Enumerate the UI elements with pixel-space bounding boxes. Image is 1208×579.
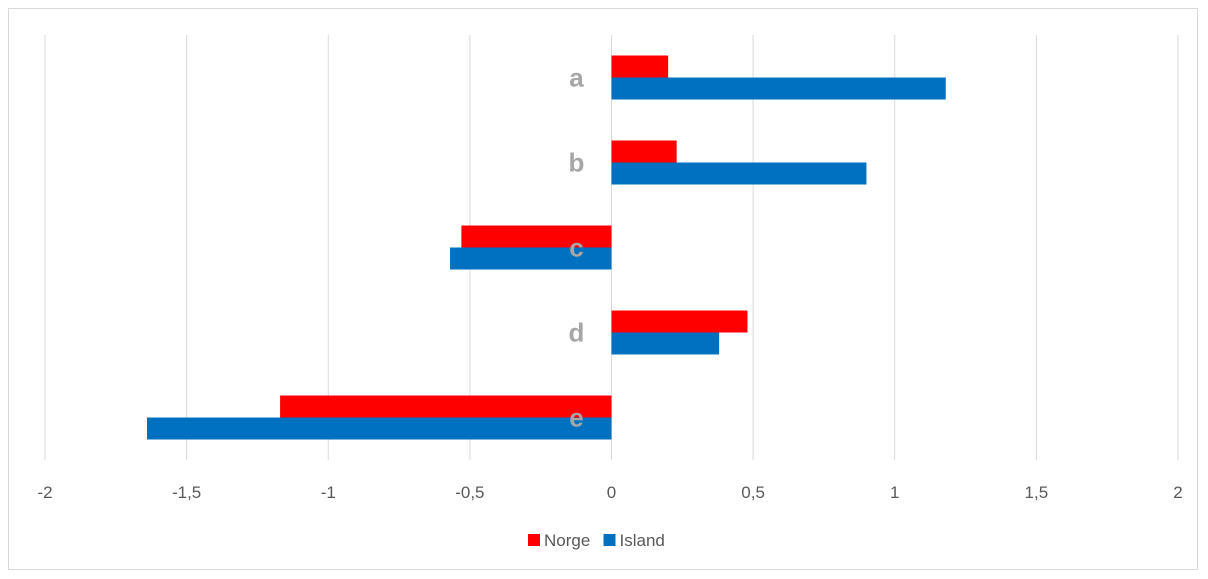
category-label: c xyxy=(569,233,583,263)
x-tick-label: 2 xyxy=(1173,483,1182,502)
bar-norge-d xyxy=(611,310,748,333)
gridlines xyxy=(44,35,1179,460)
x-tick-label: 0,5 xyxy=(741,483,765,502)
x-tick-label: -2 xyxy=(37,483,52,502)
bar-norge-b xyxy=(611,140,677,163)
category-label: e xyxy=(569,403,583,433)
category-labels: a b c d e xyxy=(569,63,585,433)
legend-swatch-norge xyxy=(528,534,540,546)
bar-island-a xyxy=(611,77,946,100)
category-label: a xyxy=(569,63,584,93)
bar-norge-e xyxy=(280,395,612,418)
x-tick-label: -1 xyxy=(321,483,336,502)
x-axis-tick-labels: -2 -1,5 -1 -0,5 0 0,5 1 1,5 2 xyxy=(37,483,1182,502)
bars xyxy=(146,55,946,440)
bar-norge-a xyxy=(611,55,669,78)
bar-island-e xyxy=(146,417,612,440)
bar-island-c xyxy=(450,247,612,270)
bar-island-b xyxy=(611,162,867,185)
x-tick-label: 1 xyxy=(890,483,899,502)
x-tick-label: -0,5 xyxy=(455,483,484,502)
x-tick-label: 0 xyxy=(607,483,616,502)
x-tick-label: 1,5 xyxy=(1025,483,1049,502)
category-label: b xyxy=(569,148,585,178)
legend-label-island: Island xyxy=(620,531,665,550)
x-tick-label: -1,5 xyxy=(172,483,201,502)
bar-island-d xyxy=(611,332,720,355)
legend-label-norge: Norge xyxy=(544,531,590,550)
chart-frame xyxy=(8,8,1198,570)
legend-swatch-island xyxy=(603,534,616,546)
bar-norge-c xyxy=(461,225,612,248)
legend: Norge Island xyxy=(528,531,665,550)
category-label: d xyxy=(569,318,585,348)
